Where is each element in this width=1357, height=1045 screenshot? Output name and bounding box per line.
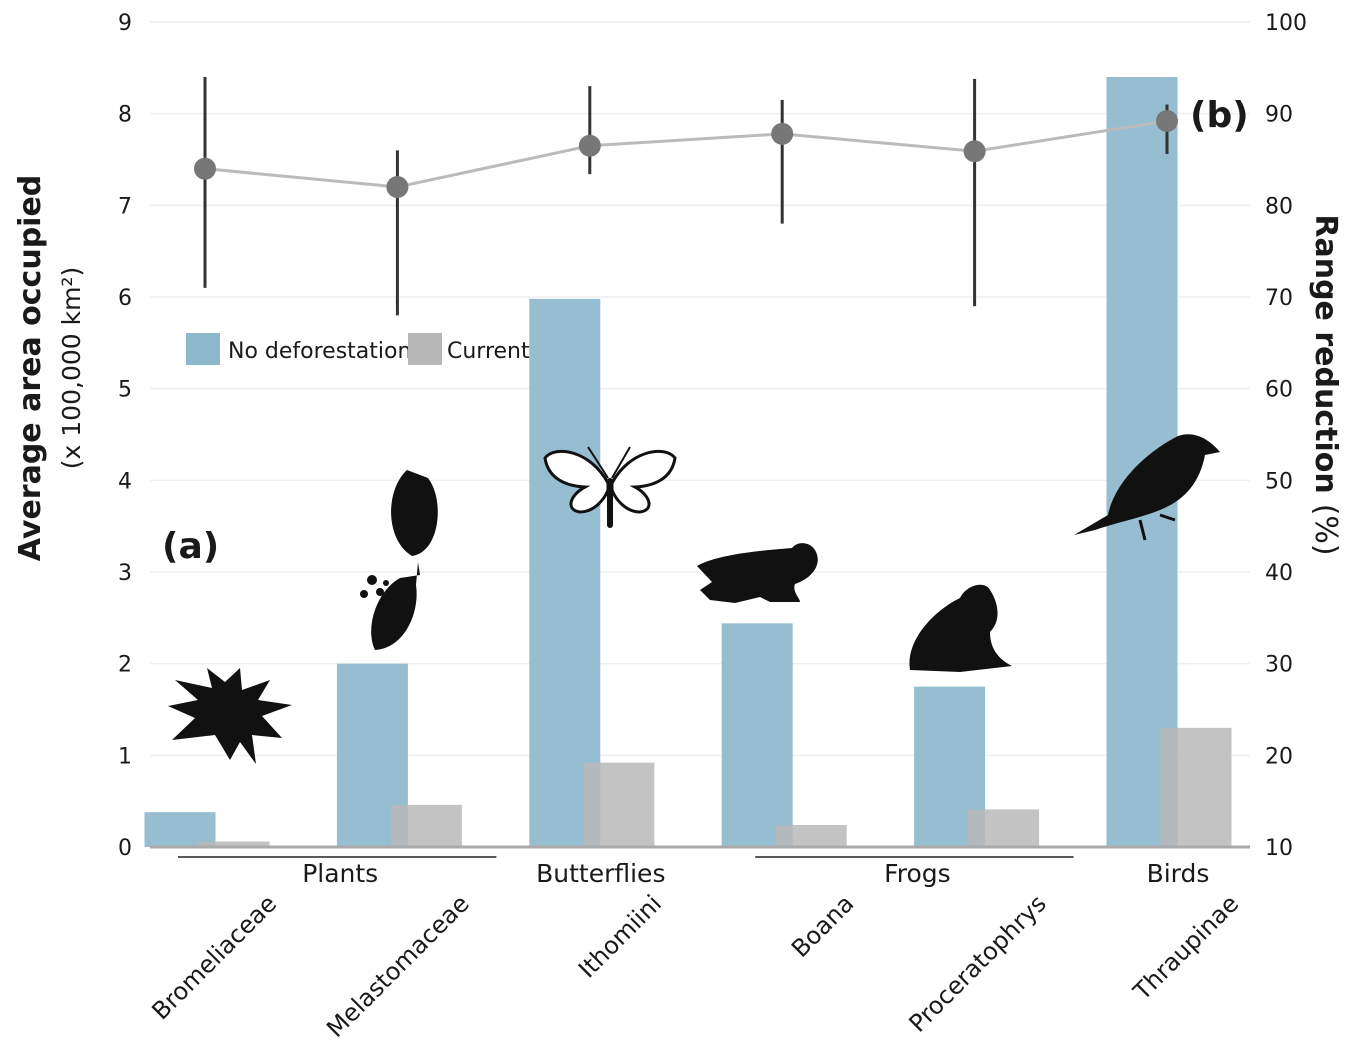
range-reduction-point xyxy=(1156,110,1178,132)
x-tick-label: Boana xyxy=(786,889,859,962)
panel-label-b: (b) xyxy=(1190,95,1249,136)
left-axis-ticks: 0 1 2 3 4 5 6 7 8 9 xyxy=(118,11,132,861)
legend-swatch-no-deforestation xyxy=(186,333,220,365)
y-tick-label-left: 8 xyxy=(118,103,132,128)
melastome-leaves-icon xyxy=(360,470,438,650)
right-axis-title: Range reduction (%) xyxy=(1308,214,1343,555)
x-tick-label: Melastomaceae xyxy=(321,889,474,1042)
legend-label-current: Current xyxy=(447,339,530,364)
bird-silhouette-icon xyxy=(1074,434,1220,541)
y-tick-label-left: 9 xyxy=(118,11,132,36)
x-tick-label: Thraupinae xyxy=(1127,889,1244,1006)
bar-no-deforestation xyxy=(144,812,216,847)
group-label: Birds xyxy=(1147,859,1210,888)
right-axis-title-main: Range reduction xyxy=(1308,214,1343,493)
range-reduction-line xyxy=(194,77,1178,316)
bar-current xyxy=(1160,727,1232,847)
left-axis-subtitle: (x 100,000 km²) xyxy=(57,267,86,469)
y-tick-label-right: 30 xyxy=(1265,653,1293,678)
range-reduction-line-path xyxy=(204,119,1168,189)
butterfly-silhouette-icon xyxy=(543,446,677,528)
y-tick-label-right: 40 xyxy=(1265,561,1293,586)
range-reduction-point xyxy=(386,176,409,198)
y-tick-label-right: 90 xyxy=(1265,103,1293,128)
bar-no-deforestation xyxy=(721,623,793,847)
y-tick-label-left: 7 xyxy=(118,194,132,219)
y-tick-label-left: 1 xyxy=(118,744,132,769)
group-label: Butterflies xyxy=(536,859,665,888)
svg-text:Range reduction(%): Range reduction (%) xyxy=(1308,214,1343,555)
bars xyxy=(144,77,1232,847)
range-reduction-point xyxy=(194,157,216,180)
group-label: Frogs xyxy=(884,859,950,888)
y-tick-label-right: 80 xyxy=(1265,194,1293,219)
bar-current xyxy=(583,762,655,847)
x-tick-label: Bromeliaceae xyxy=(146,889,282,1025)
y-tick-label-right: 10 xyxy=(1265,836,1293,861)
gridlines xyxy=(150,21,1250,757)
y-tick-label-right: 100 xyxy=(1265,11,1307,36)
x-tick-label: Proceratophrys xyxy=(904,889,1052,1037)
category-labels: Bromeliaceae Melastomaceae Ithomiini Boana P… xyxy=(146,889,1244,1042)
y-tick-label-left: 5 xyxy=(118,378,132,403)
legend-label-no-deforestation: No deforestation xyxy=(228,339,411,364)
range-reduction-point xyxy=(578,134,601,157)
treefrog-silhouette-icon xyxy=(697,543,818,603)
legend-swatch-current xyxy=(408,333,442,365)
y-tick-label-right: 50 xyxy=(1265,469,1293,494)
group-label: Plants xyxy=(302,859,378,888)
bar-no-deforestation xyxy=(529,298,601,847)
bar-current xyxy=(390,804,462,847)
y-tick-label-right: 20 xyxy=(1265,744,1293,769)
left-axis-title: Average area occupied xyxy=(13,175,48,562)
bromeliad-silhouette-icon xyxy=(168,668,292,764)
panel-label-a: (a) xyxy=(162,526,219,567)
bar-current xyxy=(775,825,847,847)
left-axis-title-units: (x 100,000 km²) xyxy=(57,267,86,469)
right-axis-title-unit: (%) xyxy=(1308,504,1343,556)
x-tick-label: Ithomiini xyxy=(573,889,667,983)
category-groups: Plants Butterflies Frogs Birds xyxy=(178,856,1210,888)
bar-current xyxy=(968,809,1040,847)
y-tick-label-right: 60 xyxy=(1265,378,1293,403)
y-tick-label-left: 3 xyxy=(118,561,132,586)
bar-current xyxy=(198,841,270,847)
y-tick-label-left: 0 xyxy=(118,836,132,861)
y-tick-label-left: 6 xyxy=(118,286,132,311)
y-tick-label-right: 70 xyxy=(1265,286,1293,311)
y-tick-label-left: 2 xyxy=(118,653,132,678)
frog-silhouette-icon xyxy=(909,584,1012,672)
range-reduction-point xyxy=(963,140,986,163)
range-reduction-point xyxy=(771,122,794,145)
right-axis-ticks: 10 20 30 40 50 60 70 80 90 100 xyxy=(1265,11,1307,861)
y-tick-label-left: 4 xyxy=(118,469,132,494)
left-axis-title-main: Average area occupied xyxy=(13,175,48,562)
legend: No deforestation Current xyxy=(186,333,530,365)
